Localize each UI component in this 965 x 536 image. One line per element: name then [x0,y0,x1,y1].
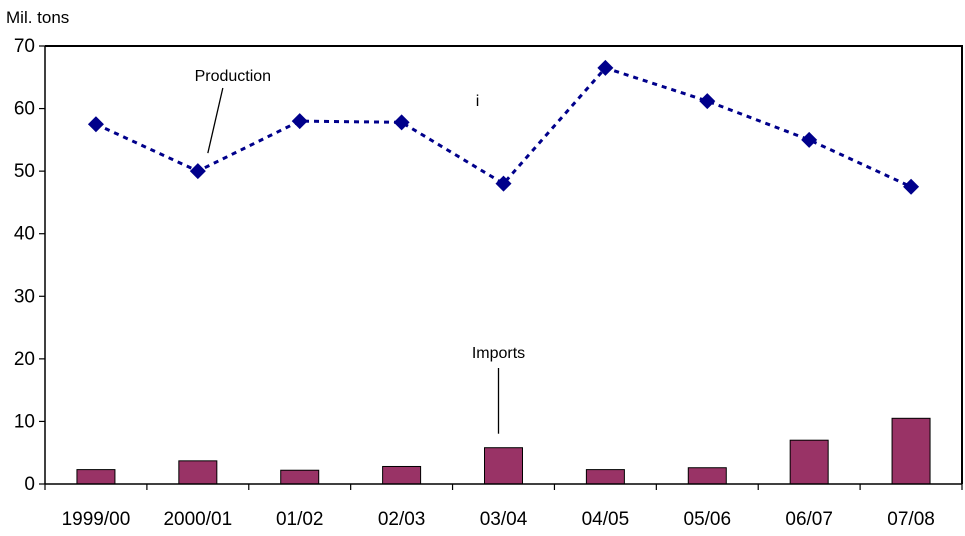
imports-bar [76,469,116,485]
y-tick-label: 0 [24,474,35,495]
y-tick-label: 30 [14,286,35,307]
imports-bar [687,467,727,485]
x-tick-label: 01/02 [276,509,324,530]
imports-bar [280,469,320,485]
y-tick-label: 40 [14,224,35,245]
imports-bar [484,447,523,485]
production-point [699,93,716,110]
y-tick-label: 50 [14,161,35,182]
y-axis-label: Mil. tons [6,8,69,27]
imports-annotation: Imports [472,345,525,362]
x-tick-label: 02/03 [378,509,426,530]
x-tick-label: 1999/00 [62,509,131,530]
x-tick-label: 05/06 [684,509,732,530]
production-point [903,178,920,195]
imports-bar [382,465,422,485]
x-tick-label: 03/04 [480,509,528,530]
y-tick-label: 10 [14,411,35,432]
x-tick-label: 06/07 [785,509,833,530]
y-tick-label: 60 [14,99,35,120]
imports-bar [891,417,931,485]
x-tick-label: 07/08 [887,509,935,530]
imports-bar [178,460,218,485]
imports-bar [789,439,829,485]
production-point [291,113,308,130]
production-point [189,163,206,180]
production-point [597,59,614,76]
x-tick-label: 2000/01 [163,509,232,530]
y-tick-label: 20 [14,349,35,370]
plot-frame [45,45,963,484]
production-point [495,175,512,192]
production-point [393,114,410,131]
production-annotation: Production [195,68,272,85]
plot-area: 0 10 20 30 40 50 60 70 1999/00 2000/01 01/02 02/03 0… [14,36,963,530]
imports-bar [585,469,625,485]
y-tick-label: 70 [14,36,35,57]
production-point [801,131,818,148]
stray-annotation: i [476,93,480,110]
production-leader-line [207,87,224,154]
x-tick-label: 04/05 [582,509,630,530]
production-point [87,116,104,133]
production-line [95,66,912,189]
